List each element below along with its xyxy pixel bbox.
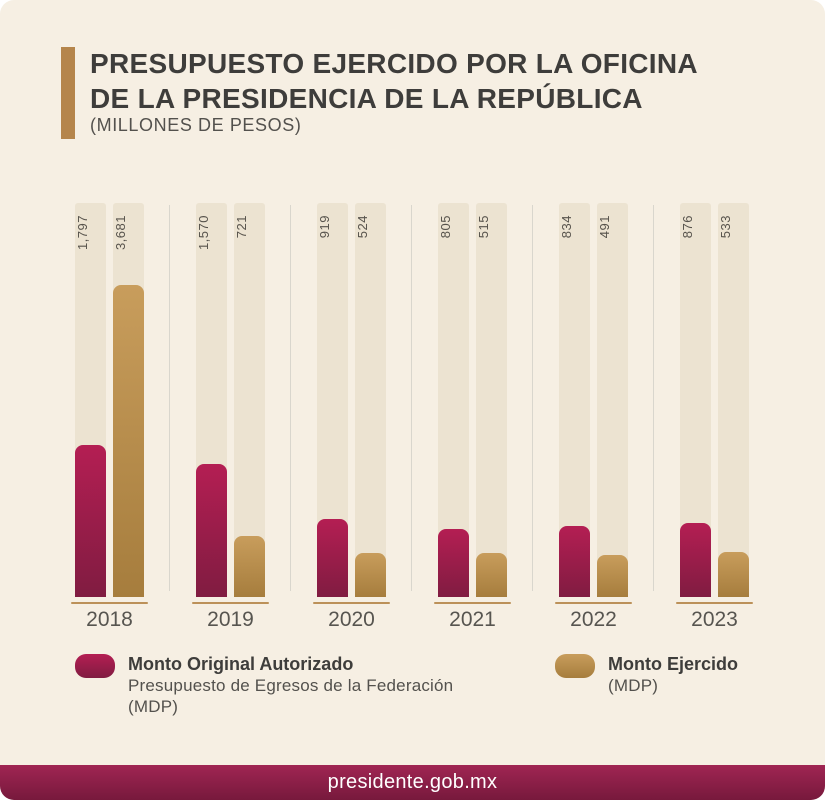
column-monto-ejercido: 533	[718, 203, 749, 597]
legend-swatch-gold	[555, 654, 595, 678]
year-group-columns: 876 533	[680, 203, 749, 597]
value-label-monto-original: 876	[680, 215, 695, 239]
year-group: 876 533 2023	[676, 203, 753, 631]
value-label-monto-ejercido: 533	[718, 215, 733, 239]
year-group-columns: 1,570 721	[196, 203, 265, 597]
column-monto-original: 805	[438, 203, 469, 597]
column-monto-original: 1,797	[75, 203, 106, 597]
footer-url: presidente.gob.mx	[327, 771, 498, 793]
year-group-columns: 1,797 3,681	[75, 203, 144, 597]
bar-monto-ejercido	[597, 555, 628, 597]
bar-monto-ejercido	[355, 553, 386, 597]
footer-bar: presidente.gob.mx	[0, 765, 825, 800]
value-label-monto-original: 919	[317, 215, 332, 239]
column-monto-original: 876	[680, 203, 711, 597]
year-label: 2019	[207, 608, 254, 631]
bar-monto-ejercido	[718, 552, 749, 597]
legend-unit: (MDP)	[608, 676, 659, 695]
legend-title: Monto Original Autorizado	[128, 654, 354, 674]
bar-monto-original	[559, 526, 590, 597]
year-group-columns: 919 524	[317, 203, 386, 597]
legend-text-monto-original: Monto Original Autorizado Presupuesto de…	[128, 653, 453, 717]
column-monto-original: 1,570	[196, 203, 227, 597]
page-title: PRESUPUESTO EJERCIDO POR LA OFICINA DE L…	[90, 46, 698, 116]
column-monto-ejercido: 515	[476, 203, 507, 597]
bar-monto-ejercido	[476, 553, 507, 597]
value-label-monto-original: 1,570	[196, 215, 211, 251]
legend-title: Monto Ejercido	[608, 654, 738, 674]
legend-unit: (MDP)	[128, 697, 179, 716]
legend-item-monto-original: Monto Original Autorizado Presupuesto de…	[75, 653, 453, 717]
year-group-columns: 805 515	[438, 203, 507, 597]
column-monto-ejercido: 721	[234, 203, 265, 597]
column-monto-original: 919	[317, 203, 348, 597]
year-underline	[434, 602, 511, 604]
bar-monto-original	[680, 523, 711, 597]
value-label-monto-ejercido: 721	[234, 215, 249, 239]
year-label: 2022	[570, 608, 617, 631]
year-label: 2020	[328, 608, 375, 631]
year-group: 1,797 3,681 2018	[71, 203, 170, 631]
value-label-monto-original: 805	[438, 215, 453, 239]
title-accent-bar	[61, 47, 75, 139]
year-group: 805 515 2021	[434, 203, 533, 631]
year-label: 2018	[86, 608, 133, 631]
bar-monto-ejercido	[113, 285, 144, 597]
page-subtitle: (MILLONES DE PESOS)	[90, 115, 302, 135]
year-underline	[313, 602, 390, 604]
legend-swatch-crimson	[75, 654, 115, 678]
bar-monto-original	[317, 519, 348, 597]
year-underline	[192, 602, 269, 604]
year-group: 834 491 2022	[555, 203, 654, 631]
bar-monto-ejercido	[234, 536, 265, 597]
year-label: 2021	[449, 608, 496, 631]
bar-monto-original	[438, 529, 469, 597]
page-title-line-2: DE LA PRESIDENCIA DE LA REPÚBLICA	[90, 83, 643, 114]
year-underline	[676, 602, 753, 604]
value-label-monto-ejercido: 3,681	[113, 215, 128, 251]
year-underline	[71, 602, 148, 604]
column-monto-ejercido: 524	[355, 203, 386, 597]
year-underline	[555, 602, 632, 604]
year-group: 919 524 2020	[313, 203, 412, 631]
value-label-monto-ejercido: 515	[476, 215, 491, 239]
column-monto-ejercido: 3,681	[113, 203, 144, 597]
value-label-monto-ejercido: 491	[597, 215, 612, 239]
year-group: 1,570 721 2019	[192, 203, 291, 631]
legend-text-monto-ejercido: Monto Ejercido (MDP)	[608, 653, 738, 696]
bar-monto-original	[196, 464, 227, 597]
value-label-monto-ejercido: 524	[355, 215, 370, 239]
column-monto-original: 834	[559, 203, 590, 597]
legend-subtitle: Presupuesto de Egresos de la Federación	[128, 676, 454, 695]
column-monto-ejercido: 491	[597, 203, 628, 597]
legend-item-monto-ejercido: Monto Ejercido (MDP)	[555, 653, 738, 696]
year-label: 2023	[691, 608, 738, 631]
page-title-line-1: PRESUPUESTO EJERCIDO POR LA OFICINA	[90, 48, 698, 79]
year-group-columns: 834 491	[559, 203, 628, 597]
value-label-monto-original: 1,797	[75, 215, 90, 251]
bar-chart: 1,797 3,681 2018 1,570 721 2019	[71, 203, 753, 631]
bar-monto-original	[75, 445, 106, 597]
value-label-monto-original: 834	[559, 215, 574, 239]
